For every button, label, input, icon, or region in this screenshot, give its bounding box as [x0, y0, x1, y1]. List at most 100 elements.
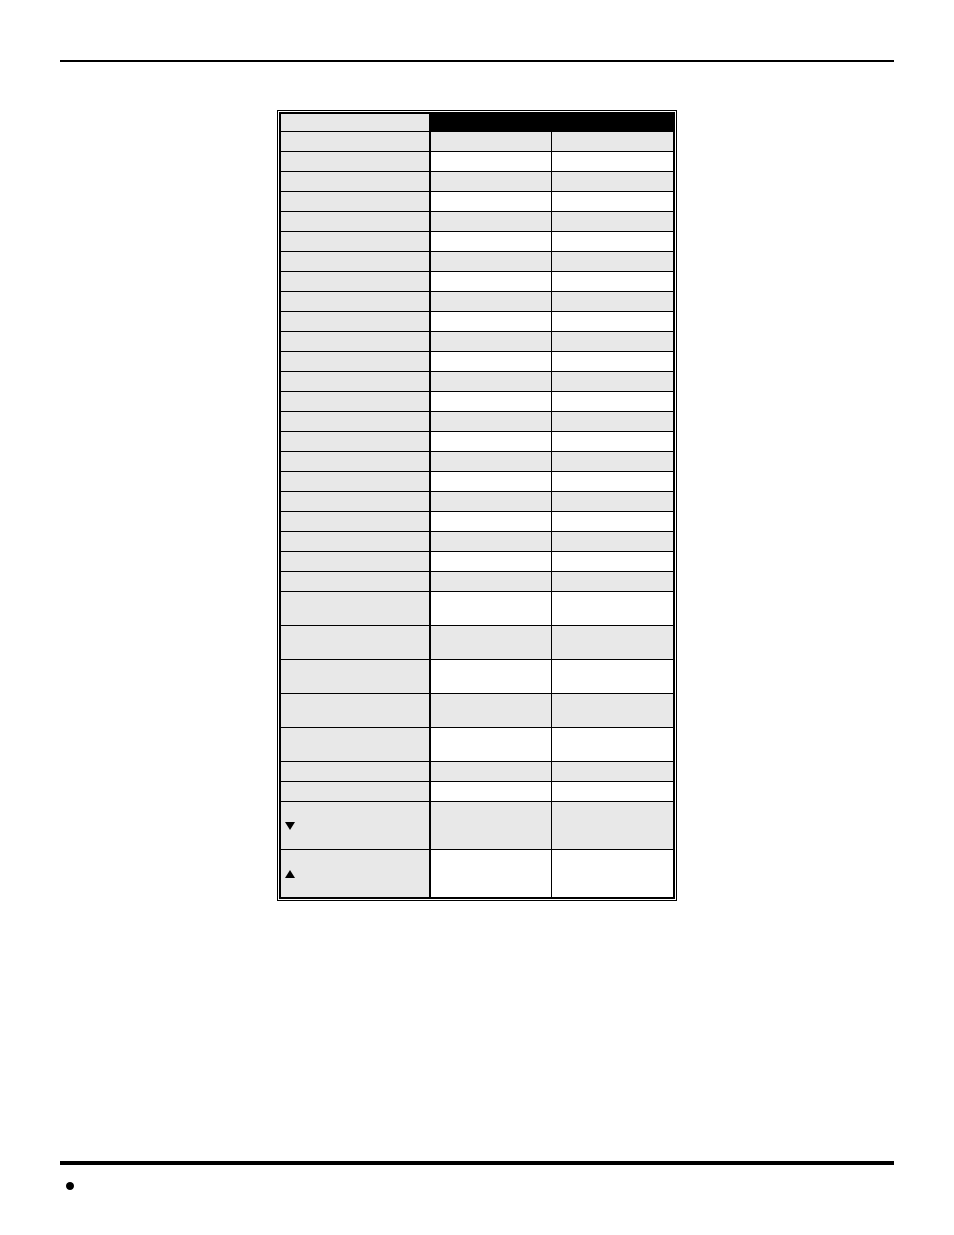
- table-cell: [430, 132, 552, 152]
- table-label-cell: [281, 172, 430, 192]
- table-row: [281, 660, 674, 694]
- table-row: [281, 782, 674, 802]
- table-cell: [430, 332, 552, 352]
- table-cell: [430, 592, 552, 626]
- table-row: [281, 272, 674, 292]
- table-header-cell: [430, 114, 552, 132]
- table-cell: [430, 192, 552, 212]
- table-row: [281, 728, 674, 762]
- table-cell: [430, 492, 552, 512]
- table-cell: [552, 172, 674, 192]
- table-row: [281, 332, 674, 352]
- table-header-row: [281, 114, 674, 132]
- table-cell: [552, 512, 674, 532]
- table-label-cell: [281, 552, 430, 572]
- table-cell: [552, 626, 674, 660]
- table-cell: [552, 212, 674, 232]
- table-cell: [552, 762, 674, 782]
- table-label-cell: [281, 452, 430, 472]
- table-label-cell: [281, 626, 430, 660]
- table-row: [281, 626, 674, 660]
- table-row: [281, 572, 674, 592]
- table-cell: [552, 412, 674, 432]
- table-label-cell: [281, 782, 430, 802]
- table-label-cell: [281, 272, 430, 292]
- table-cell: [430, 452, 552, 472]
- table-label-cell: [281, 152, 430, 172]
- table-cell: [430, 802, 552, 850]
- table-cell: [552, 192, 674, 212]
- table-cell: [430, 782, 552, 802]
- table-label-cell: [281, 312, 430, 332]
- table-wrapper: [277, 110, 677, 901]
- table-cell: [430, 850, 552, 898]
- table-label-cell: [281, 232, 430, 252]
- table-label-cell: [281, 352, 430, 372]
- table-cell: [430, 694, 552, 728]
- table-cell: [552, 292, 674, 312]
- table-cell: [430, 762, 552, 782]
- table-row: [281, 802, 674, 850]
- table-cell: [552, 252, 674, 272]
- table-cell: [430, 660, 552, 694]
- table-label-cell: [281, 132, 430, 152]
- table-cell: [430, 572, 552, 592]
- table-row: [281, 412, 674, 432]
- footer-rule: [60, 1161, 894, 1195]
- table-cell: [430, 412, 552, 432]
- table-row: [281, 472, 674, 492]
- table-row: [281, 432, 674, 452]
- table-row: [281, 592, 674, 626]
- table-row: [281, 172, 674, 192]
- table-cell: [552, 552, 674, 572]
- table-cell: [430, 292, 552, 312]
- table-cell: [552, 572, 674, 592]
- table-cell: [430, 728, 552, 762]
- table-cell: [552, 452, 674, 472]
- table-row: [281, 232, 674, 252]
- table-label-cell: [281, 372, 430, 392]
- table-cell: [430, 172, 552, 192]
- table-cell: [430, 532, 552, 552]
- table-cell: [552, 152, 674, 172]
- table-label-cell: [281, 694, 430, 728]
- table-cell: [552, 472, 674, 492]
- table-label-cell: [281, 532, 430, 552]
- table-row: [281, 352, 674, 372]
- table-row: [281, 212, 674, 232]
- table-cell: [552, 592, 674, 626]
- table-cell: [552, 694, 674, 728]
- table-cell: [552, 132, 674, 152]
- table-label-cell: [281, 332, 430, 352]
- table-cell: [552, 782, 674, 802]
- table-label-cell: [281, 492, 430, 512]
- table-label-cell: [281, 212, 430, 232]
- table-cell: [430, 372, 552, 392]
- table-label-cell: [281, 592, 430, 626]
- footer-bullet-icon: [66, 1182, 74, 1190]
- table-row: [281, 312, 674, 332]
- table-label-cell: [281, 850, 430, 898]
- content-area: [60, 110, 894, 1161]
- table-row: [281, 694, 674, 728]
- table-cell: [430, 432, 552, 452]
- table-cell: [430, 212, 552, 232]
- table-cell: [552, 232, 674, 252]
- table-row: [281, 492, 674, 512]
- data-table: [280, 113, 674, 898]
- triangle-up-icon: [285, 869, 299, 879]
- table-cell: [430, 312, 552, 332]
- table-cell: [552, 352, 674, 372]
- table-cell: [430, 252, 552, 272]
- table-cell: [430, 232, 552, 252]
- table-row: [281, 532, 674, 552]
- table-cell: [552, 802, 674, 850]
- table-label-cell: [281, 660, 430, 694]
- table-label-cell: [281, 192, 430, 212]
- table-row: [281, 762, 674, 782]
- table-cell: [552, 272, 674, 292]
- table-row: [281, 452, 674, 472]
- table-cell: [430, 552, 552, 572]
- table-cell: [430, 352, 552, 372]
- table-cell: [430, 272, 552, 292]
